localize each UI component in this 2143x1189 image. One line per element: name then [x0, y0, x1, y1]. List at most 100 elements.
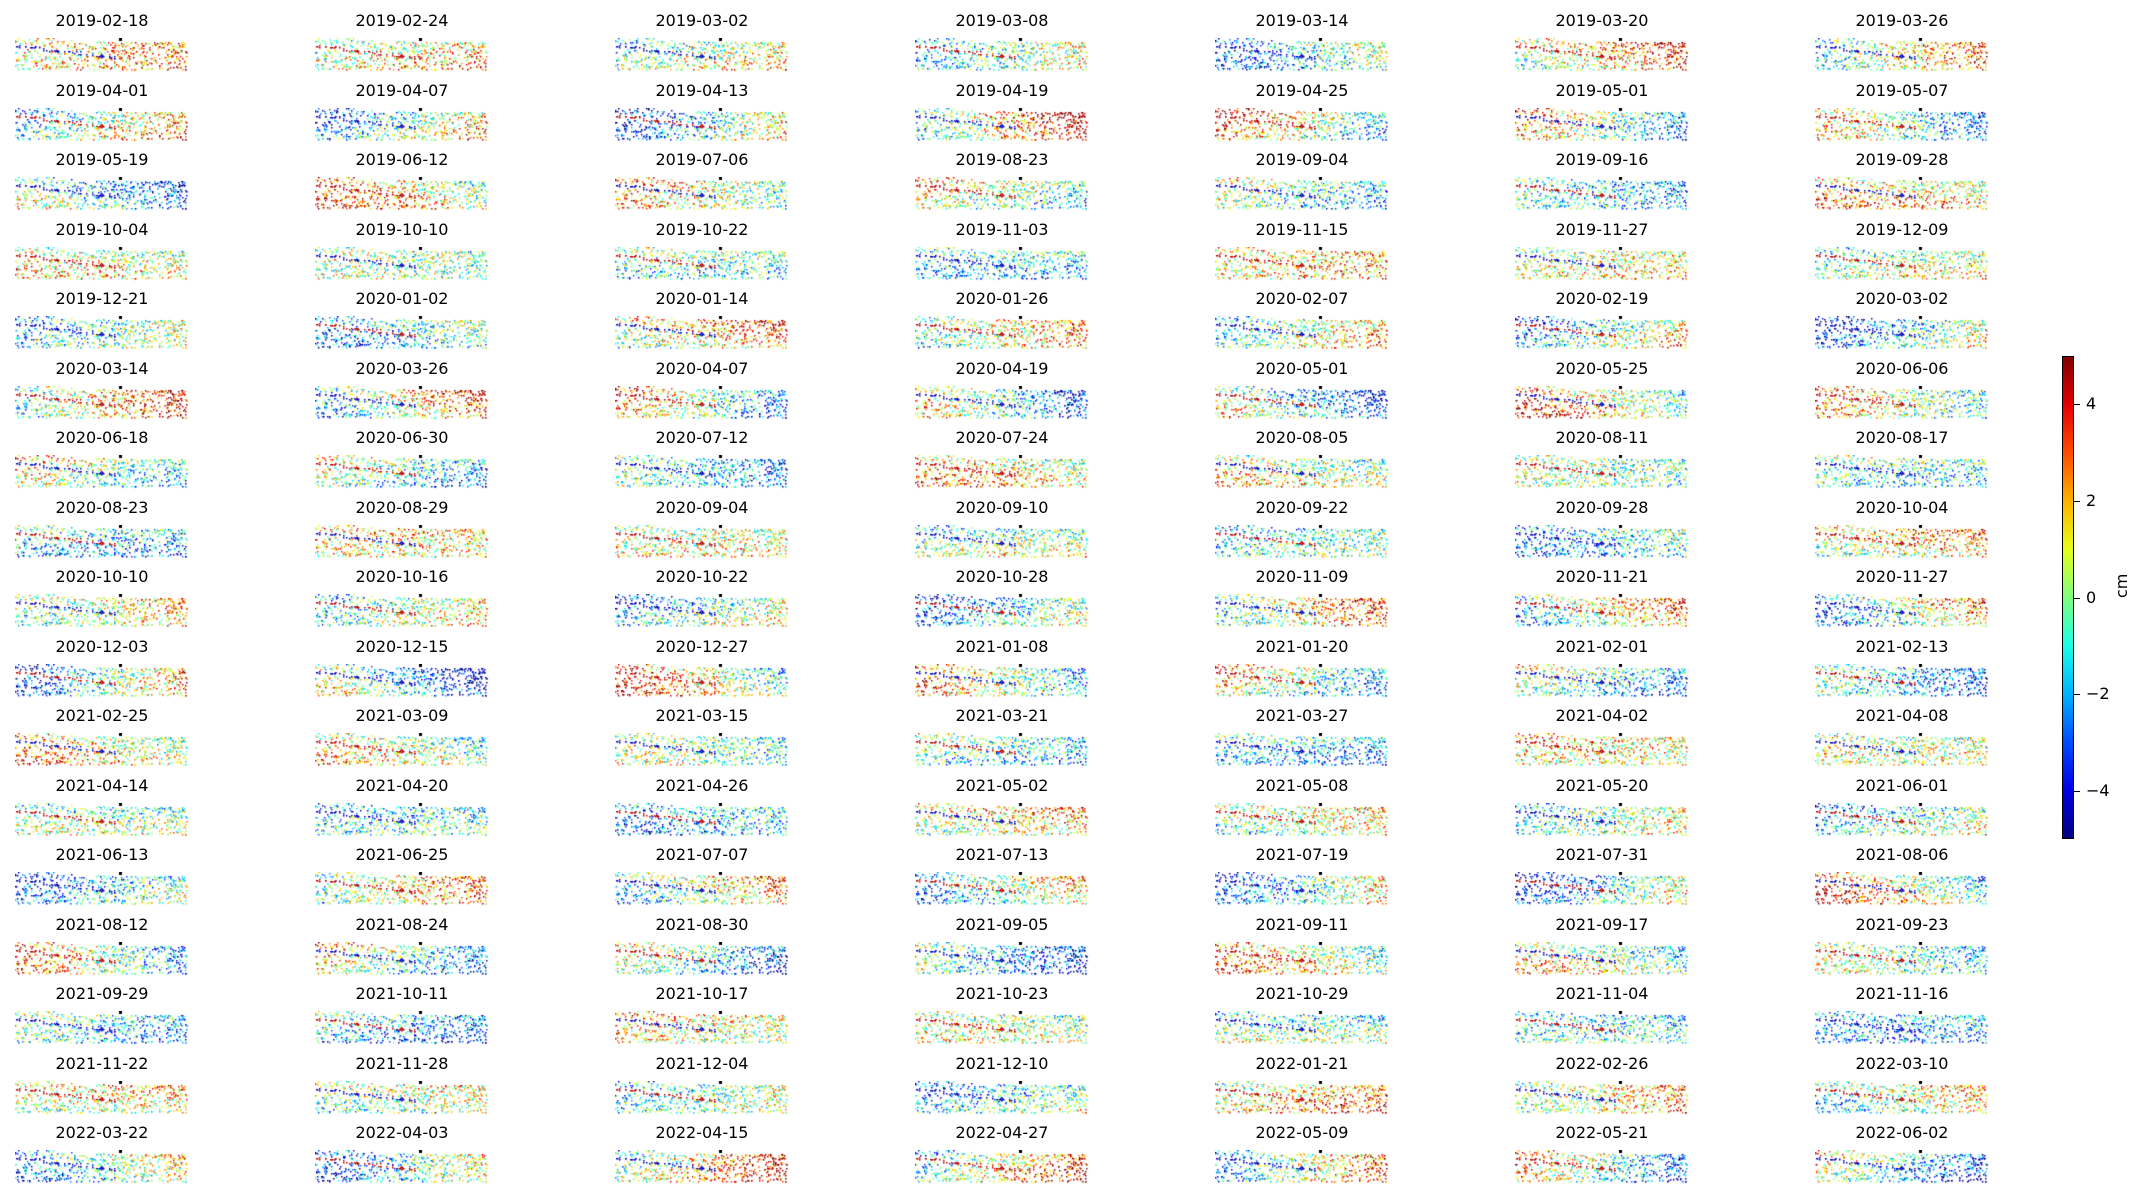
- displacement-map: [1515, 107, 1689, 142]
- panel-title: 2021-10-17: [655, 984, 749, 1003]
- displacement-map: [315, 316, 489, 350]
- displacement-map: [1215, 524, 1389, 559]
- displacement-map: [915, 941, 1089, 976]
- panel-title: 2022-02-26: [1555, 1053, 1649, 1073]
- displacement-map: [15, 594, 189, 628]
- panel-title: 2021-08-30: [655, 914, 749, 934]
- displacement-map: [315, 1080, 489, 1115]
- displacement-map: [1515, 316, 1689, 350]
- displacement-map: [615, 1080, 789, 1115]
- displacement-map: [1815, 455, 1989, 489]
- panel-title: 2020-09-28: [1555, 497, 1649, 517]
- panel-title: 2021-06-25: [355, 845, 449, 864]
- panel-title: 2019-10-10: [355, 219, 449, 239]
- displacement-map: [1215, 316, 1389, 350]
- displacement-map: [1515, 385, 1689, 420]
- colorbar-tick: [2074, 404, 2080, 405]
- panel-title: 2020-04-19: [955, 358, 1049, 378]
- displacement-map: [1515, 177, 1689, 211]
- displacement-map: [1815, 1150, 1989, 1184]
- displacement-map: [315, 455, 489, 489]
- panel-title: 2019-12-21: [55, 289, 149, 308]
- displacement-map: [1815, 1011, 1989, 1045]
- panel-title: 2019-11-15: [1255, 219, 1349, 239]
- displacement-map: [1515, 733, 1689, 767]
- displacement-map: [1815, 524, 1989, 559]
- panel-title: 2020-09-22: [1255, 497, 1349, 517]
- panel-title: 2020-06-18: [55, 428, 149, 447]
- panel-title: 2019-07-06: [655, 150, 749, 169]
- panel-title: 2021-11-16: [1855, 984, 1949, 1003]
- displacement-map: [315, 177, 489, 211]
- displacement-map: [915, 733, 1089, 767]
- panel-title: 2021-05-08: [1255, 775, 1349, 795]
- panel-title: 2020-10-04: [1855, 497, 1949, 517]
- displacement-map: [915, 1080, 1089, 1115]
- panel-title: 2022-04-03: [355, 1123, 449, 1142]
- displacement-map: [1215, 733, 1389, 767]
- panel-title: 2020-08-29: [355, 497, 449, 517]
- panel-title: 2019-04-01: [55, 80, 149, 100]
- displacement-map: [315, 385, 489, 420]
- displacement-map: [315, 524, 489, 559]
- panel-title: 2019-04-19: [955, 80, 1049, 100]
- displacement-map: [615, 524, 789, 559]
- panel-title: 2021-03-21: [955, 706, 1049, 725]
- panel-title: 2021-10-29: [1255, 984, 1349, 1003]
- panel-title: 2019-09-04: [1255, 150, 1349, 169]
- displacement-map: [15, 246, 189, 281]
- displacement-map: [615, 594, 789, 628]
- panel-title: 2019-10-22: [655, 219, 749, 239]
- panel-title: 2019-05-01: [1555, 80, 1649, 100]
- displacement-map: [315, 594, 489, 628]
- displacement-map: [615, 107, 789, 142]
- displacement-map: [1815, 663, 1989, 698]
- displacement-map: [1215, 177, 1389, 211]
- panel-title: 2020-04-07: [655, 358, 749, 378]
- colorbar-tick: [2074, 694, 2080, 695]
- panel-title: 2021-03-09: [355, 706, 449, 725]
- displacement-map: [1515, 941, 1689, 976]
- displacement-map: [915, 802, 1089, 837]
- displacement-map: [915, 455, 1089, 489]
- panel-title: 2022-03-10: [1855, 1053, 1949, 1073]
- panel-title: 2022-04-27: [955, 1123, 1049, 1142]
- panel-title: 2021-02-01: [1555, 636, 1649, 656]
- displacement-map: [15, 733, 189, 767]
- colorbar-label: cm: [2112, 573, 2131, 598]
- displacement-map: [315, 1150, 489, 1184]
- panel-title: 2020-08-23: [55, 497, 149, 517]
- displacement-map: [15, 663, 189, 698]
- panel-title: 2021-08-12: [55, 914, 149, 934]
- displacement-map: [615, 872, 789, 906]
- panel-title: 2020-07-24: [955, 428, 1049, 447]
- displacement-map: [15, 1150, 189, 1184]
- displacement-map: [1215, 872, 1389, 906]
- displacement-map: [1215, 246, 1389, 281]
- panel-title: 2019-11-03: [955, 219, 1049, 239]
- displacement-map: [315, 1011, 489, 1045]
- panel-title: 2020-10-16: [355, 567, 449, 586]
- panel-title: 2019-02-18: [55, 11, 149, 30]
- displacement-map: [615, 177, 789, 211]
- displacement-map: [15, 177, 189, 211]
- panel-title: 2021-11-04: [1555, 984, 1649, 1003]
- panel-title: 2020-03-14: [55, 358, 149, 378]
- colorbar-tick-label: 2: [2086, 491, 2097, 510]
- displacement-map: [1215, 1150, 1389, 1184]
- displacement-map: [615, 1150, 789, 1184]
- panel-title: 2021-07-07: [655, 845, 749, 864]
- displacement-map: [15, 38, 189, 72]
- panel-title: 2021-01-20: [1255, 636, 1349, 656]
- displacement-map: [915, 872, 1089, 906]
- displacement-map: [915, 1011, 1089, 1045]
- panel-title: 2022-01-21: [1255, 1053, 1349, 1073]
- panel-title: 2020-05-25: [1555, 358, 1649, 378]
- displacement-map: [15, 107, 189, 142]
- panel-title: 2020-09-10: [955, 497, 1049, 517]
- displacement-map: [315, 246, 489, 281]
- displacement-map: [315, 38, 489, 72]
- panel-title: 2020-05-01: [1255, 358, 1349, 378]
- panel-title: 2019-03-26: [1855, 11, 1949, 30]
- panel-title: 2021-07-31: [1555, 845, 1649, 864]
